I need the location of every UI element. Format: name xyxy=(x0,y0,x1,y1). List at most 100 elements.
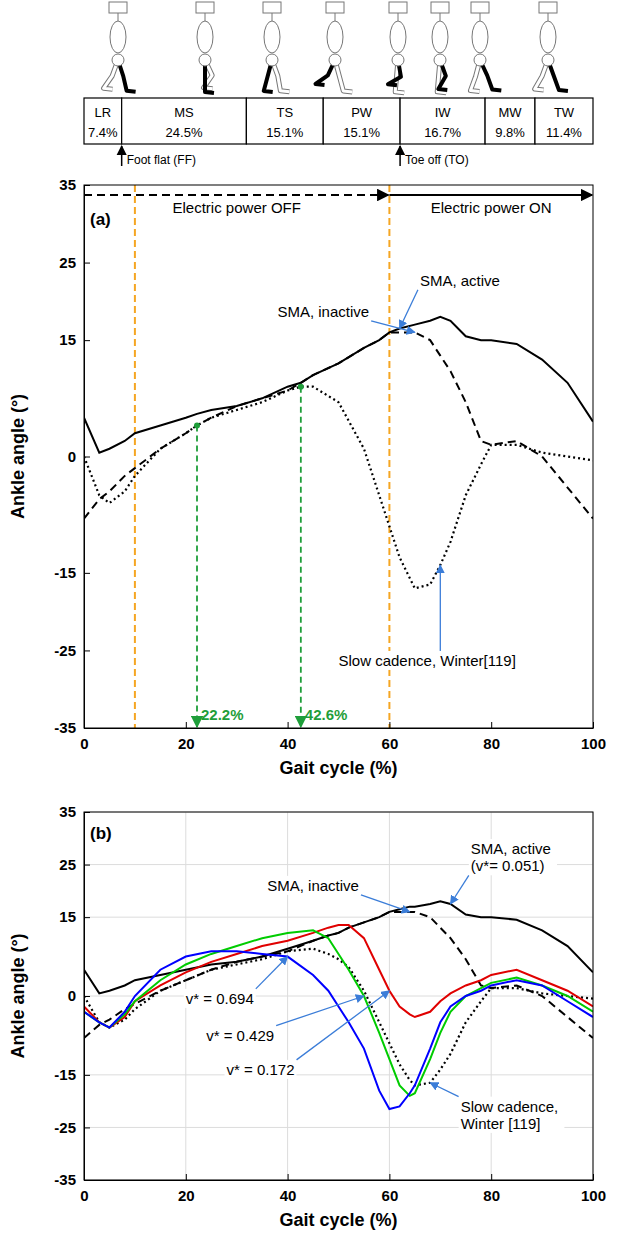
label-patch xyxy=(275,302,371,321)
plot-frame xyxy=(84,185,593,728)
series-line xyxy=(84,912,593,1038)
y-tick-mark xyxy=(84,650,90,651)
x-axis: 020406080100 xyxy=(80,1174,606,1204)
label-patch xyxy=(337,651,518,670)
label-line: SMA, active xyxy=(471,840,555,857)
label-line: Slow cadence, xyxy=(461,1098,563,1115)
y-tick-mark xyxy=(84,573,90,574)
figure: LR7.4%MS24.5%TS15.1%PW15.1%IW16.7%MW9.8%… xyxy=(0,0,629,1248)
phase-table: LR7.4%MS24.5%TS15.1%PW15.1%IW16.7%MW9.8%… xyxy=(84,98,593,167)
x-tick: 20 xyxy=(178,1174,195,1204)
x-tick-mark xyxy=(288,1174,289,1180)
label-patch xyxy=(204,1026,276,1045)
label-line: SMA, inactive xyxy=(267,877,359,894)
series-label-group: SMA, inactive xyxy=(265,876,361,895)
y-tick-mark xyxy=(84,340,90,341)
x-tick-mark xyxy=(186,1174,187,1180)
x-axis: 020406080100 xyxy=(80,722,606,752)
x-tick: 80 xyxy=(483,1174,500,1204)
stick-figure xyxy=(388,2,407,93)
phase-box xyxy=(485,98,535,144)
phase-name: LR xyxy=(95,105,112,120)
x-tick-label: 40 xyxy=(280,1187,297,1204)
marker-label: 42.6% xyxy=(305,706,348,723)
series-line xyxy=(84,332,593,518)
phase-line xyxy=(388,185,390,728)
hip xyxy=(329,54,341,66)
series-label: SMA, inactive xyxy=(277,303,369,320)
y-tick-label: 35 xyxy=(59,803,76,820)
y-tick: -25 xyxy=(54,1119,90,1136)
y-tick: 15 xyxy=(59,331,90,348)
x-tick: 60 xyxy=(382,1174,399,1204)
y-tick: -25 xyxy=(54,642,90,659)
x-tick-mark xyxy=(389,722,390,728)
phase-percent: 24.5% xyxy=(166,125,203,140)
marker-label: 22.2% xyxy=(201,706,244,723)
event-label: Toe off (TO) xyxy=(405,153,469,167)
x-tick-mark xyxy=(288,722,289,728)
y-tick-mark xyxy=(84,457,90,458)
phase-percent: 9.8% xyxy=(495,125,525,140)
x-tick: 20 xyxy=(178,722,195,752)
series-label: SMA, active xyxy=(420,272,500,289)
phase-name: TS xyxy=(276,105,293,120)
leader-line xyxy=(371,321,415,333)
y-tick-mark xyxy=(84,917,90,918)
y-tick: 0 xyxy=(68,448,90,465)
grid xyxy=(84,812,593,1180)
torso xyxy=(197,21,213,53)
label-line: SMA, active xyxy=(420,272,500,289)
hip xyxy=(474,54,486,66)
grid-line-y xyxy=(84,996,593,997)
hip xyxy=(542,54,554,66)
grid-line-y xyxy=(84,917,593,918)
series-label: SMA, inactive xyxy=(267,877,359,894)
power-arrow xyxy=(84,194,388,196)
y-tick: -15 xyxy=(54,564,90,581)
x-tick-mark xyxy=(491,1174,492,1180)
phase-percent: 11.4% xyxy=(546,125,582,140)
label-patch xyxy=(225,1060,297,1079)
y-tick-label: 15 xyxy=(59,331,76,348)
label-patch xyxy=(184,989,256,1008)
label-line: v* = 0.429 xyxy=(206,1027,274,1044)
series-line xyxy=(84,951,593,1109)
series-label-group: Slow cadence, Winter[119] xyxy=(337,651,518,670)
y-axis: -35-25-150152535 xyxy=(54,803,90,1188)
series-line xyxy=(84,925,593,1028)
neck xyxy=(398,13,399,21)
stick-figure xyxy=(104,2,136,92)
label-line: Winter [119] xyxy=(461,1115,541,1132)
y-tick-label: -15 xyxy=(54,564,76,581)
series-label-group: SMA, active (v*= 0.051) xyxy=(469,839,557,875)
phase-name: PW xyxy=(351,105,373,120)
x-tick-label: 0 xyxy=(80,1187,88,1204)
event-arrow xyxy=(399,146,401,166)
series-label: SMA, active (v*= 0.051) xyxy=(471,840,555,874)
y-tick-label: 25 xyxy=(59,254,76,271)
y-tick: 15 xyxy=(59,908,90,925)
neck xyxy=(205,13,206,21)
head xyxy=(196,2,214,13)
series-label-group: SMA, active xyxy=(418,271,502,290)
y-tick-label: 15 xyxy=(59,908,76,925)
phase-box xyxy=(535,98,593,144)
series-line xyxy=(84,387,593,589)
x-tick-label: 20 xyxy=(178,1187,195,1204)
x-tick-label: 60 xyxy=(382,735,399,752)
series-group xyxy=(84,901,593,1109)
phase-box xyxy=(84,98,122,144)
y-axis-title: Ankle angle (°) xyxy=(8,933,28,1058)
series-label-group: v* = 0.429 xyxy=(204,1026,276,1045)
y-tick-mark xyxy=(84,263,90,264)
event-label: Foot flat (FF) xyxy=(127,153,196,167)
y-tick: 25 xyxy=(59,856,90,873)
x-tick-label: 100 xyxy=(581,735,606,752)
torso xyxy=(540,21,556,53)
series-label-group: v* = 0.172 xyxy=(225,1060,297,1079)
series-label: v* = 0.429 xyxy=(206,1027,274,1044)
hip xyxy=(434,54,446,66)
neck xyxy=(548,13,549,21)
hip xyxy=(199,54,211,66)
